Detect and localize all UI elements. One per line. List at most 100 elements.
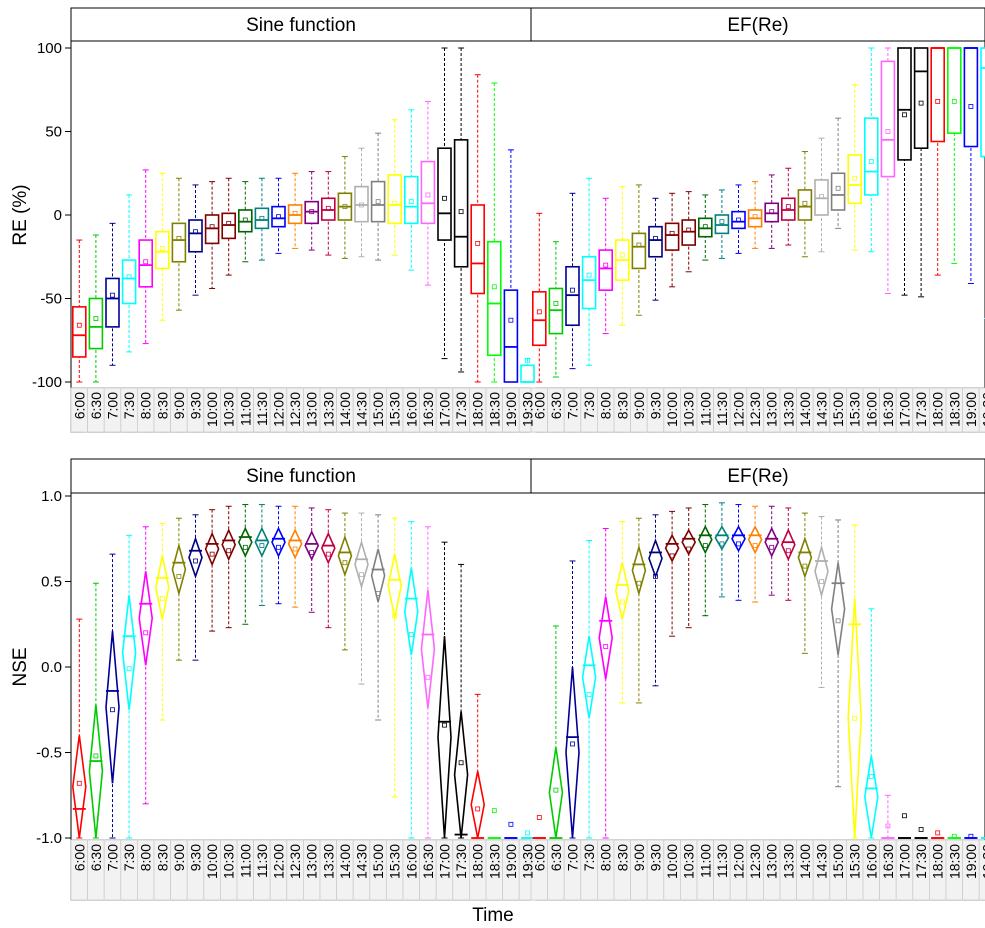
box (980, 47, 985, 158)
category-label: 13:00 (764, 844, 780, 879)
box-group (138, 169, 153, 345)
mean-marker (885, 129, 891, 134)
mean-marker (636, 242, 642, 248)
mean-marker (702, 224, 708, 230)
mean-marker (603, 262, 609, 268)
category-label: 17:30 (453, 392, 469, 427)
box-group (548, 625, 564, 839)
box-group (370, 514, 386, 721)
category-label: 6:00 (71, 844, 87, 871)
box-group (847, 84, 863, 251)
diamond (171, 542, 187, 597)
box-group (387, 517, 403, 798)
mean-marker (951, 833, 957, 839)
diamond (830, 562, 846, 656)
category-label: 19:00 (503, 392, 519, 427)
category-label: 16:30 (420, 844, 436, 879)
mean-marker (209, 551, 215, 557)
box-group (337, 512, 353, 651)
box-group (714, 189, 730, 259)
box-group (963, 47, 979, 284)
box (631, 232, 647, 270)
category-label: 8:30 (614, 844, 630, 871)
mean-marker (159, 596, 165, 601)
category-label: 12:00 (271, 392, 287, 427)
mean-marker (669, 553, 675, 559)
box-group (697, 504, 713, 617)
category-label: 6:30 (88, 392, 104, 419)
box (503, 289, 519, 383)
x-axis-label: Time (472, 905, 514, 926)
category-label: 6:00 (531, 392, 547, 419)
category-label: 14:00 (797, 844, 813, 879)
category-label: 19:30 (520, 844, 536, 879)
mean-marker (176, 235, 182, 241)
y-tick-label: 0 (54, 207, 62, 224)
box-group (437, 47, 452, 360)
mean-marker (653, 573, 658, 579)
box-group (72, 239, 87, 383)
box-group (204, 509, 220, 632)
strip-title: Sine function (246, 466, 356, 487)
box-group (287, 505, 303, 608)
strip-title: EF(Re) (727, 15, 788, 36)
box-group (681, 507, 697, 629)
mean-marker (736, 217, 741, 223)
mean-marker (686, 546, 692, 552)
mean-marker (525, 830, 530, 836)
box-group (171, 177, 187, 311)
box-group (780, 507, 796, 601)
mean-marker (76, 780, 82, 786)
category-label: 11:00 (697, 392, 713, 426)
y-tick-label: -0.5 (36, 745, 62, 762)
mean-marker (491, 284, 497, 290)
diamond (138, 571, 154, 666)
diamond (797, 536, 813, 579)
y-tick-label: 0.0 (41, 659, 62, 676)
category-label: 16:00 (403, 392, 419, 427)
category-label: 12:30 (747, 844, 763, 879)
box-group (930, 47, 946, 276)
mean-marker (359, 202, 364, 208)
mean-marker (852, 175, 858, 181)
box-group (947, 833, 961, 839)
mean-marker (918, 827, 924, 832)
mean-marker (458, 209, 464, 215)
category-label: 12:30 (287, 844, 303, 879)
mean-marker (110, 707, 115, 713)
mean-marker (458, 760, 464, 766)
mean-marker (802, 563, 808, 569)
category-label: 9:30 (188, 844, 204, 871)
box (520, 364, 535, 383)
diamond (420, 589, 436, 709)
category-label: 10:30 (681, 844, 697, 879)
diamond (631, 544, 647, 597)
box-group (881, 794, 895, 839)
diamond (453, 711, 469, 839)
y-axis-label: RE (%) (10, 184, 31, 245)
mean-marker (226, 220, 232, 226)
diamond (71, 735, 87, 839)
box-group (863, 47, 879, 253)
mean-marker (242, 217, 248, 223)
box (731, 210, 746, 230)
diamond (764, 526, 780, 558)
mean-marker (619, 599, 625, 605)
mean-marker (359, 572, 364, 578)
mean-marker (375, 591, 381, 596)
box-group (320, 171, 336, 256)
category-label: 7:00 (565, 844, 581, 871)
box-group (121, 534, 137, 839)
box-group (437, 541, 452, 839)
diamond (648, 538, 663, 579)
box-group (681, 191, 697, 273)
mean-marker (159, 245, 165, 251)
mean-marker (752, 543, 758, 548)
box (531, 291, 547, 347)
mean-marker (868, 774, 874, 779)
category-label: 19:30 (980, 392, 985, 427)
box (387, 174, 403, 225)
diamond (237, 526, 253, 558)
category-label: 16:00 (403, 844, 419, 879)
